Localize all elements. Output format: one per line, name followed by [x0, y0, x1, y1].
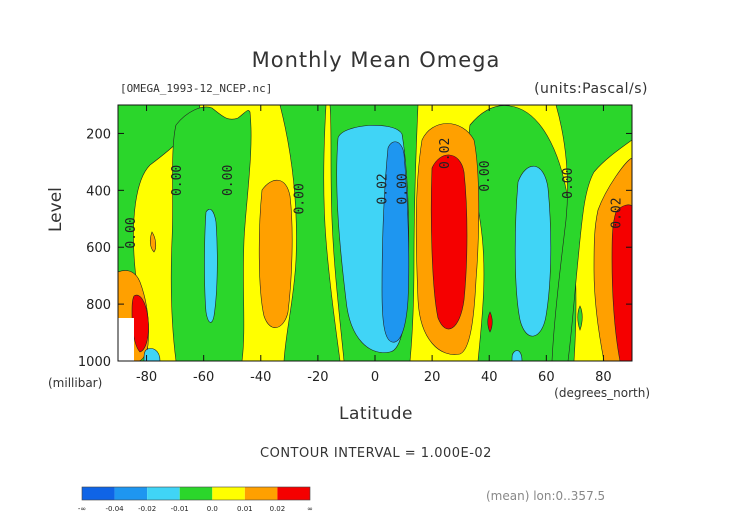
orange-region-southern-midlat [258, 179, 293, 328]
x-tick-label: 0 [371, 370, 379, 385]
y-tick-label: 400 [86, 184, 111, 199]
file-label: [OMEGA_1993-12_NCEP.nc] [120, 82, 273, 95]
cyan-region-northern [514, 165, 552, 337]
contour-field [118, 105, 632, 361]
red-region-subtropics [430, 154, 468, 330]
colorbar-swatch [82, 487, 115, 500]
blue-region-equatorial [381, 141, 410, 343]
colorbar-label: 0.01 [237, 505, 253, 513]
red-spot-north [487, 311, 493, 333]
chart-title: Monthly Mean Omega [251, 48, 501, 72]
colorbar-swatch [212, 487, 245, 500]
colorbar-label: -0.01 [171, 505, 189, 513]
x-tick-label: -80 [136, 370, 157, 385]
units-label: (units:Pascal/s) [534, 81, 648, 97]
y-tick-label: 600 [86, 241, 111, 256]
x-tick-label: 80 [595, 370, 612, 385]
contour-label: 0.00 [293, 183, 308, 214]
x-tick-label: 20 [424, 370, 441, 385]
green-spot-south [577, 305, 583, 331]
contour-label: 0.02 [375, 173, 390, 204]
red-region-north-polar [611, 204, 632, 361]
orange-spot-south [149, 231, 157, 253]
x-tick-label: -40 [250, 370, 271, 385]
mean-note: (mean) lon:0..357.5 [486, 489, 606, 503]
colorbar: -∞ -0.04 -0.02 -0.01 0.0 0.01 0.02 ∞ [78, 486, 313, 513]
contour-label: 0.00 [221, 165, 236, 196]
contour-label: 0.00 [170, 165, 185, 196]
colorbar-frame [81, 486, 311, 501]
y-tick-label: 1000 [78, 355, 111, 370]
colorbar-swatch [244, 487, 278, 500]
colorbar-label: ∞ [307, 505, 313, 513]
axis-ticks: -80 -60 -40 -20 0 20 40 60 80 200 400 600 800 1000 [78, 105, 632, 385]
x-tick-label: -60 [193, 370, 214, 385]
y-tick-label: 800 [86, 298, 111, 313]
contour-label: 0.00 [395, 173, 410, 204]
green-region-southern-subtropics [279, 105, 341, 361]
x-axis-label: Latitude [339, 404, 413, 424]
contour-label: 0.00 [478, 160, 493, 191]
colorbar-label: -0.04 [106, 505, 125, 513]
colorbar-swatch [114, 487, 148, 500]
cyan-spot-south-surface [143, 348, 161, 361]
x-tick-label: -20 [307, 370, 328, 385]
green-region-north-polar [551, 105, 632, 361]
colorbar-swatch [179, 487, 213, 500]
colorbar-swatch [147, 487, 180, 500]
colorbar-swatch [277, 487, 310, 500]
contour-labels: 0.00 0.00 0.00 0.00 0.02 0.00 0.02 0.00 0.00 0.02 [124, 138, 624, 249]
red-region-south-polar [131, 294, 149, 353]
x-tick-label: 40 [481, 370, 498, 385]
y-tick-label: 200 [86, 127, 111, 142]
cyan-region-southern [204, 209, 218, 323]
missing-data-patch [118, 318, 134, 361]
contour-label: 0.02 [438, 138, 453, 169]
contour-label: 0.02 [610, 197, 625, 228]
x-axis-unit-label: (degrees_north) [554, 386, 650, 400]
colorbar-label: -0.02 [138, 505, 156, 513]
contour-interval-label: CONTOUR INTERVAL = 1.000E-02 [260, 446, 492, 461]
colorbar-label: 0.02 [270, 505, 286, 513]
x-tick-label: 60 [538, 370, 555, 385]
colorbar-label: 0.0 [207, 505, 218, 513]
cyan-spot-surface-north [511, 350, 523, 361]
y-axis-unit-label: (millibar) [48, 376, 103, 390]
contour-label: 0.00 [124, 217, 139, 248]
contour-label: 0.00 [561, 168, 576, 199]
colorbar-label: -∞ [78, 505, 86, 513]
